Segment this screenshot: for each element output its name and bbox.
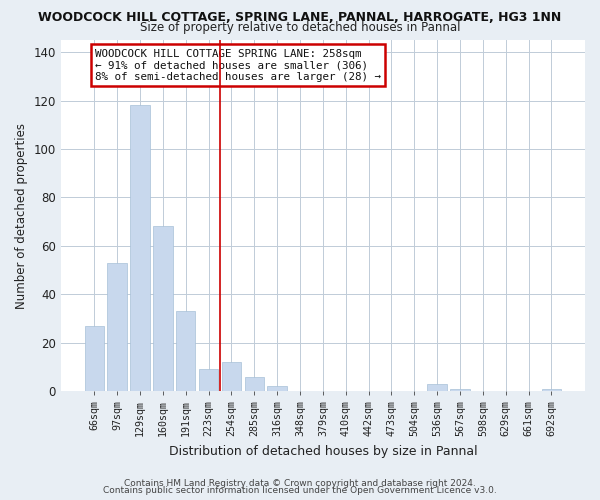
Bar [451, 388, 470, 391]
Bar [245, 376, 264, 391]
Text: Contains public sector information licensed under the Open Government Licence v3: Contains public sector information licen… [103, 486, 497, 495]
Bar [85, 326, 104, 391]
Bar [153, 226, 173, 391]
X-axis label: Distribution of detached houses by size in Pannal: Distribution of detached houses by size … [169, 444, 477, 458]
Text: WOODCOCK HILL COTTAGE, SPRING LANE, PANNAL, HARROGATE, HG3 1NN: WOODCOCK HILL COTTAGE, SPRING LANE, PANN… [38, 11, 562, 24]
Text: Contains HM Land Registry data © Crown copyright and database right 2024.: Contains HM Land Registry data © Crown c… [124, 478, 476, 488]
Bar [130, 106, 150, 391]
Bar [107, 263, 127, 391]
Bar [427, 384, 447, 391]
Text: WOODCOCK HILL COTTAGE SPRING LANE: 258sqm
← 91% of detached houses are smaller (: WOODCOCK HILL COTTAGE SPRING LANE: 258sq… [95, 49, 381, 82]
Text: Size of property relative to detached houses in Pannal: Size of property relative to detached ho… [140, 21, 460, 34]
Bar [268, 386, 287, 391]
Bar [199, 370, 218, 391]
Y-axis label: Number of detached properties: Number of detached properties [15, 122, 28, 308]
Bar [176, 311, 196, 391]
Bar [542, 388, 561, 391]
Bar [222, 362, 241, 391]
